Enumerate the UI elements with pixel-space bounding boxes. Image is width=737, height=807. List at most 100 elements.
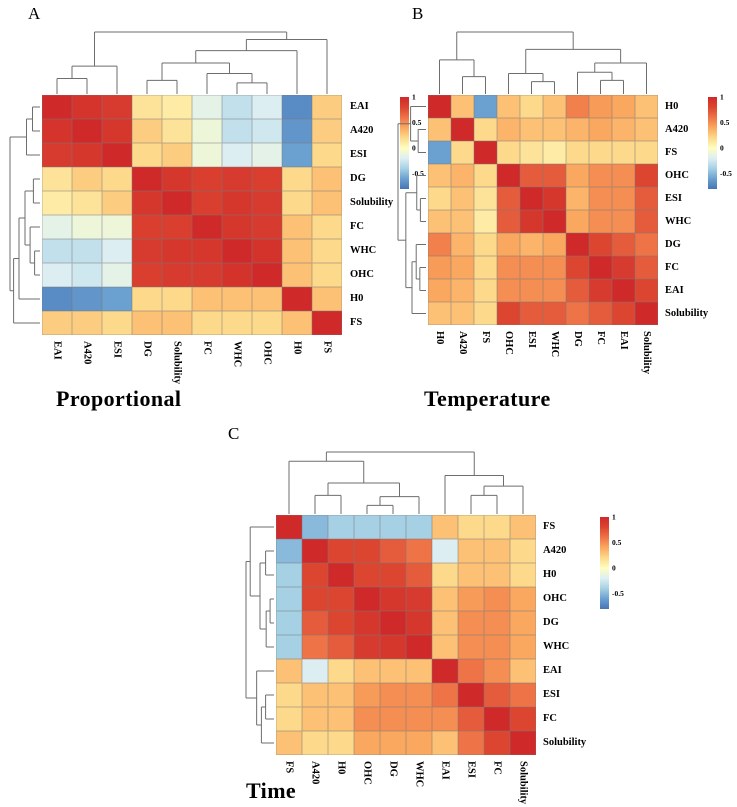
heatmap-cell [589,95,612,118]
heatmap-cell [252,263,282,287]
heatmap-cell [451,256,474,279]
heatmap-cell [132,191,162,215]
panel-a-heatmap [42,95,342,335]
row-label: Solubility [543,737,587,748]
heatmap-cell [328,707,354,731]
heatmap-cell [328,683,354,707]
col-label: H0 [291,341,303,355]
colorbar-tick-label: 1 [412,93,416,102]
heatmap-cell [510,683,536,707]
heatmap-cell [432,659,458,683]
heatmap-cell [635,187,658,210]
panel-b-col-labels: H0 A420 FS OHC ESI WHC DG FC EAI Solubility [428,328,658,374]
heatmap-cell [312,263,342,287]
heatmap-cell [474,256,497,279]
col-label: A420 [309,761,321,785]
heatmap-cell [635,233,658,256]
heatmap-cell [276,515,302,539]
heatmap-cell [406,731,432,755]
heatmap-cell [102,311,132,335]
heatmap-cell [458,683,484,707]
panel-c-colorbar: 1 0.5 0 -0.5 [600,513,624,609]
heatmap-cell [612,210,635,233]
panel-c-title: Time [246,778,297,803]
heatmap-cell [42,215,72,239]
heatmap-cell [132,311,162,335]
col-label: ESI [111,341,123,358]
heatmap-cell [484,587,510,611]
heatmap-cell [282,119,312,143]
col-label: EAI [618,331,629,350]
row-label: H0 [350,293,364,304]
heatmap-cell [484,539,510,563]
heatmap-cell [474,187,497,210]
row-label: H0 [543,569,557,580]
heatmap-cell [635,95,658,118]
heatmap-cell [102,167,132,191]
heatmap-cell [302,731,328,755]
heatmap-cell [42,95,72,119]
heatmap-cell [510,563,536,587]
heatmap-cell [510,515,536,539]
heatmap-cell [458,515,484,539]
heatmap-cell [543,164,566,187]
heatmap-cell [451,210,474,233]
heatmap-cell [328,587,354,611]
heatmap-cell [520,279,543,302]
heatmap-cell [566,210,589,233]
heatmap-cell [428,233,451,256]
heatmap-cell [510,731,536,755]
heatmap-cell [328,611,354,635]
heatmap-cell [312,287,342,311]
heatmap-cell [458,611,484,635]
heatmap-cell [252,239,282,263]
col-label: DG [141,341,153,357]
heatmap-cell [612,256,635,279]
heatmap-cell [72,167,102,191]
heatmap-cell [612,187,635,210]
heatmap-cell [302,659,328,683]
heatmap-cell [192,191,222,215]
heatmap-cell [406,707,432,731]
row-label: ESI [350,149,367,160]
heatmap-cell [432,731,458,755]
panel-a-col-labels: EAI A420 ESI DG Solubility FC WHC OHC H0 FS [42,338,342,384]
heatmap-cell [428,141,451,164]
heatmap-cell [276,563,302,587]
heatmap-cell [380,659,406,683]
heatmap-cell [162,215,192,239]
heatmap-cell [282,191,312,215]
heatmap-cell [312,311,342,335]
heatmap-cell [72,287,102,311]
heatmap-cell [497,233,520,256]
heatmap-cell [192,95,222,119]
heatmap-cell [102,239,132,263]
panel-c-top-dendrogram [288,451,524,514]
heatmap-cell [510,707,536,731]
heatmap-cell [328,635,354,659]
colorbar-gradient [708,97,717,189]
colorbar-tick-label: 0.5 [612,538,622,547]
colorbar-tick-label: -0.5 [412,169,424,178]
colorbar-tick-label: 0.5 [720,118,730,127]
heatmap-cell [282,215,312,239]
heatmap-cell [132,239,162,263]
heatmap-cell [497,164,520,187]
row-label: DG [350,173,366,184]
heatmap-cell [302,539,328,563]
heatmap-cell [406,659,432,683]
panel-b-left-dendrogram [397,106,426,314]
heatmap-cell [222,167,252,191]
heatmap-cell [635,302,658,325]
col-label: FS [283,761,295,774]
heatmap-cell [252,167,282,191]
heatmap-cell [42,311,72,335]
heatmap-cell [302,611,328,635]
heatmap-cell [282,167,312,191]
heatmap-cell [328,659,354,683]
heatmap-cell [328,731,354,755]
colorbar-tick-label: 0 [612,564,616,573]
row-label: FC [665,262,679,273]
panel-b-heatmap [428,95,658,325]
